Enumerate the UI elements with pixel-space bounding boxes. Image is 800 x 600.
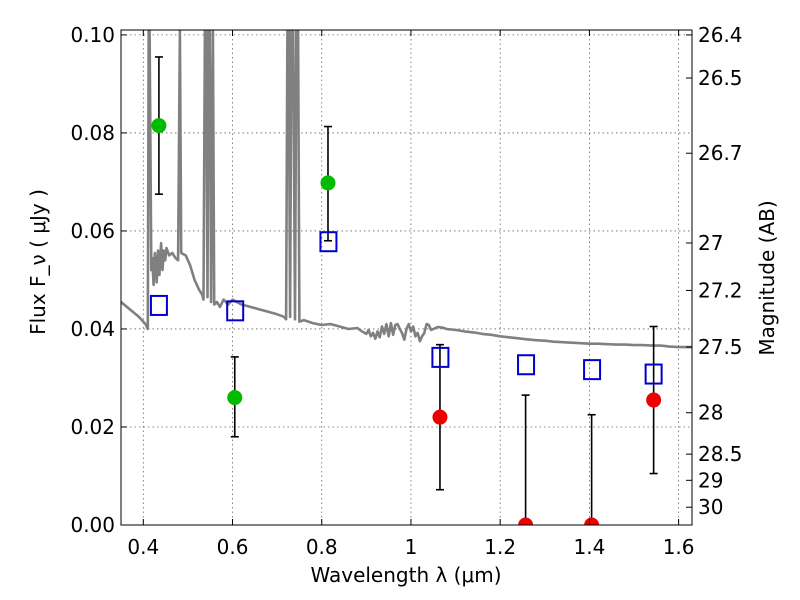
observed-point bbox=[584, 517, 600, 525]
mag-tick-label: 27.5 bbox=[698, 335, 743, 359]
model-point bbox=[431, 346, 450, 368]
mag-tick-label: 26.7 bbox=[698, 141, 743, 165]
spectrum-line bbox=[121, 30, 692, 349]
x-tick-label: 1 bbox=[405, 535, 418, 559]
observed-point bbox=[151, 118, 167, 134]
model-point bbox=[583, 359, 602, 381]
observed-point bbox=[432, 409, 448, 425]
x-tick-label: 1.2 bbox=[484, 535, 516, 559]
observed-point bbox=[518, 517, 534, 525]
x-tick-label: 0.4 bbox=[127, 535, 159, 559]
y-tick-label: 0.10 bbox=[70, 23, 115, 47]
model-point bbox=[319, 231, 338, 253]
x-axis-label: Wavelength λ (μm) bbox=[310, 563, 501, 587]
model-point bbox=[226, 300, 245, 322]
x-tick-label: 0.6 bbox=[217, 535, 249, 559]
mag-tick-label: 27.2 bbox=[698, 278, 743, 302]
axis-ticks: 0.4 0.6 0.8 1 1.2 1.4 1.6 0.00 0.02 0.04 0.06 0.08 0… bbox=[70, 23, 742, 559]
x-tick-label: 0.8 bbox=[306, 535, 338, 559]
model-spectrum bbox=[121, 30, 692, 349]
mag-tick-label: 26.5 bbox=[698, 66, 743, 90]
mag-tick-label: 29 bbox=[698, 468, 723, 492]
y-tick-label: 0.02 bbox=[70, 415, 115, 439]
model-point bbox=[644, 363, 663, 385]
plot-frame bbox=[120, 29, 693, 526]
y-tick-label: 0.00 bbox=[70, 513, 115, 537]
plot-background bbox=[121, 30, 692, 525]
observed-point bbox=[227, 390, 243, 406]
right-y-axis-label: Magnitude (AB) bbox=[755, 200, 779, 355]
y-tick-label: 0.06 bbox=[70, 219, 115, 243]
x-tick-label: 1.4 bbox=[573, 535, 605, 559]
mag-tick-label: 27 bbox=[698, 231, 723, 255]
model-point bbox=[517, 354, 536, 376]
observed-point bbox=[320, 175, 336, 191]
x-tick-label: 1.6 bbox=[663, 535, 695, 559]
y-axis-label: Flux F_ν ( μJy ) bbox=[26, 189, 50, 335]
mag-tick-label: 28 bbox=[698, 401, 723, 425]
observed-point bbox=[646, 392, 662, 408]
y-tick-label: 0.04 bbox=[70, 317, 115, 341]
mag-tick-label: 26.4 bbox=[698, 23, 743, 47]
model-point bbox=[149, 294, 168, 316]
mag-tick-label: 28.5 bbox=[698, 442, 743, 466]
mag-tick-label: 30 bbox=[698, 495, 723, 519]
photometry-points bbox=[149, 56, 663, 525]
y-tick-label: 0.08 bbox=[70, 121, 115, 145]
